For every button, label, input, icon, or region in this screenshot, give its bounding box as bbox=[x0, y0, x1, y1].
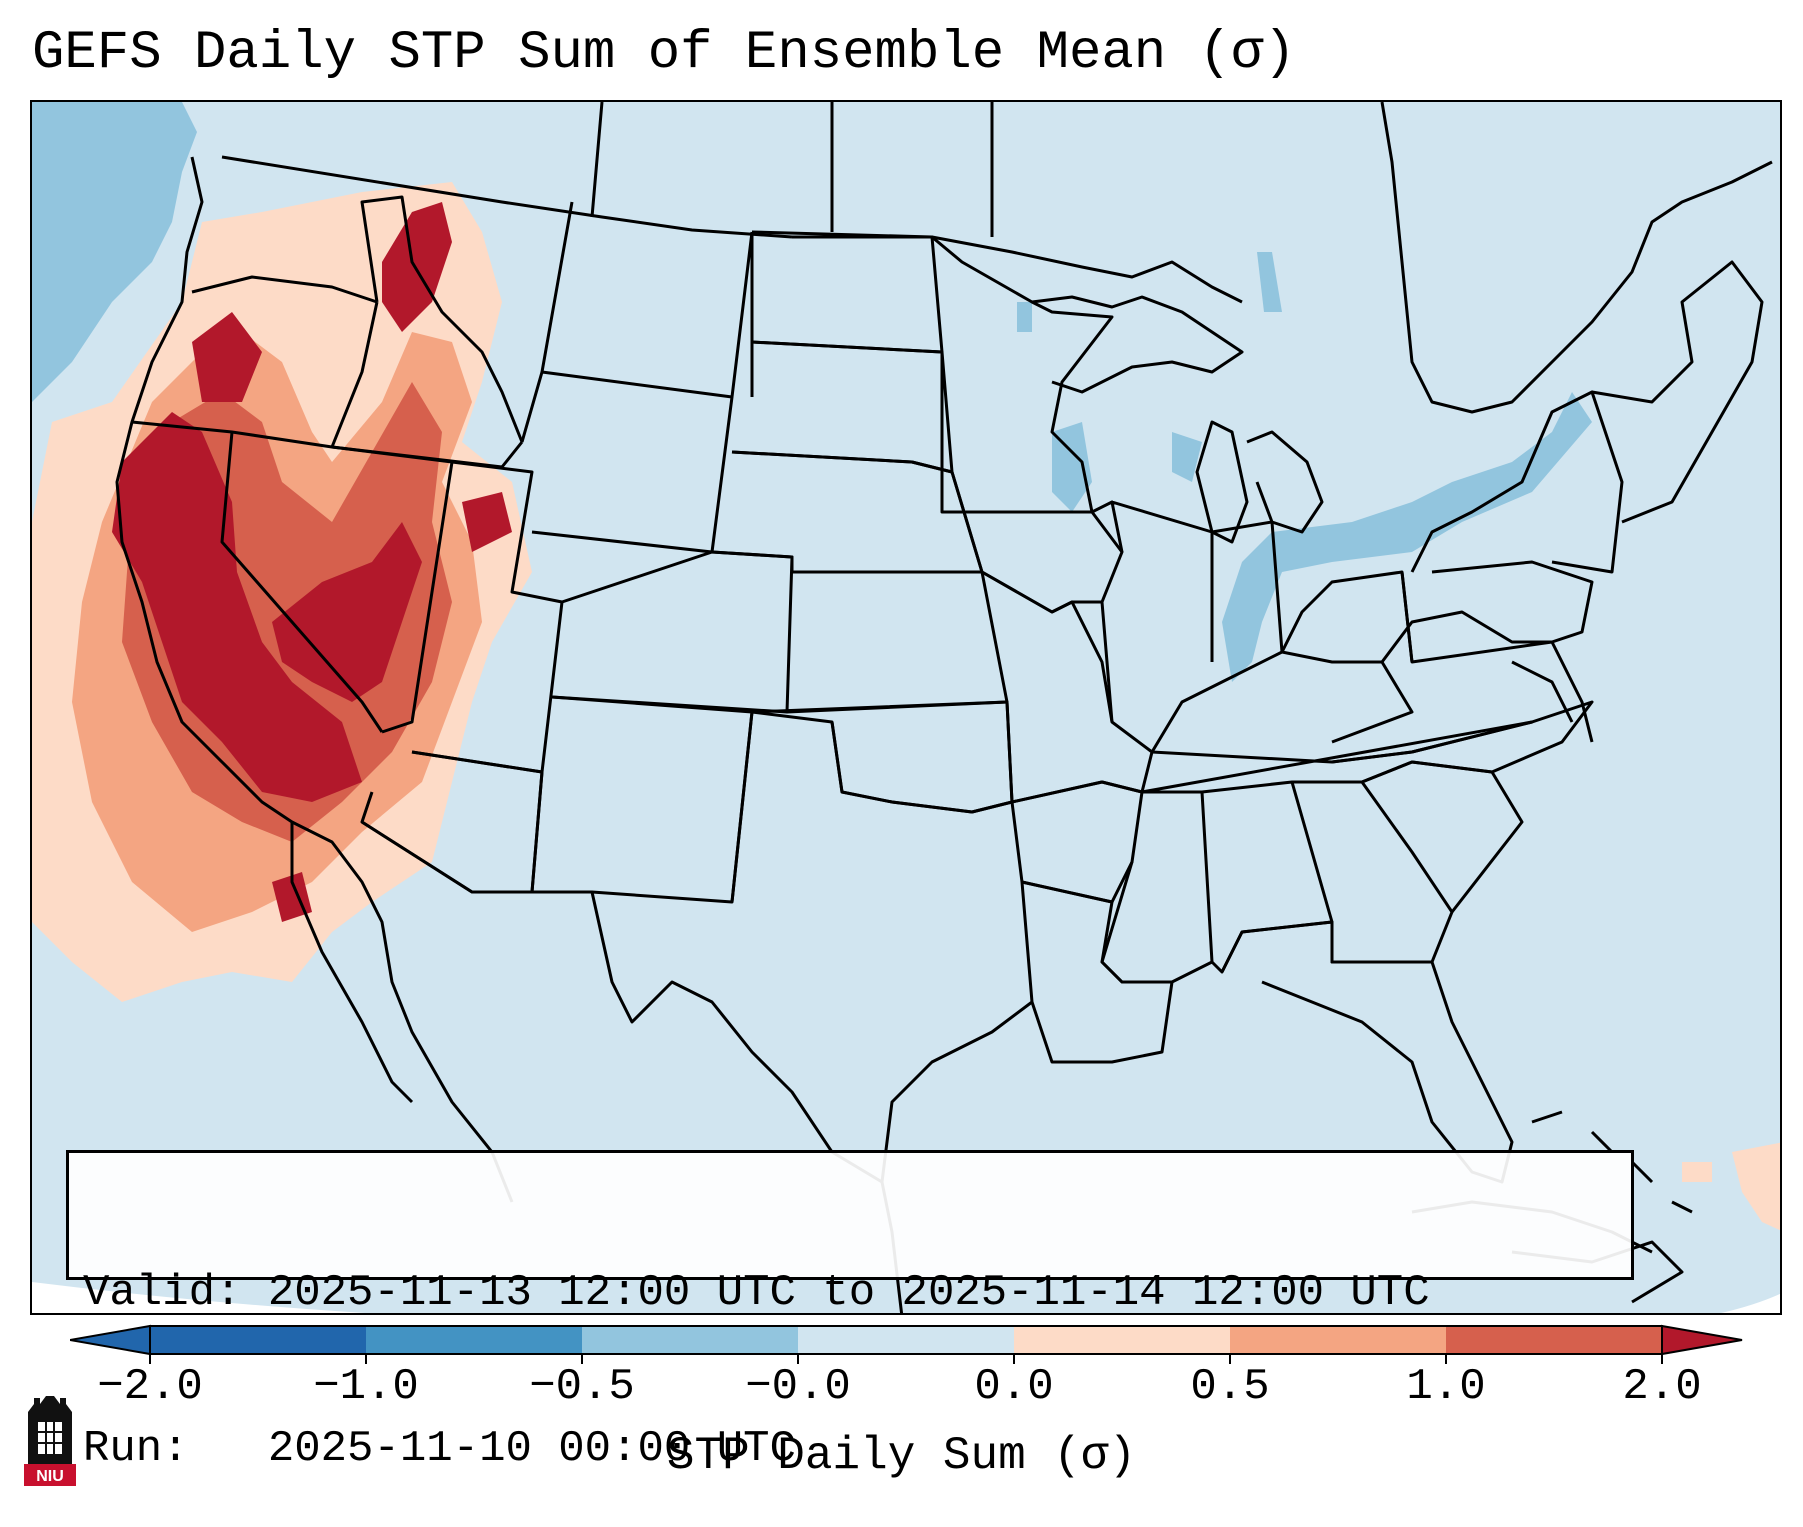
boundary-lines bbox=[115, 102, 1773, 1313]
lake-michigan bbox=[1195, 420, 1249, 544]
nv-ca-border bbox=[220, 431, 384, 733]
illinois-border bbox=[1091, 500, 1284, 723]
baja-peninsula bbox=[290, 822, 414, 1104]
quebec-border bbox=[1380, 102, 1773, 414]
map-title: GEFS Daily STP Sum of Ensemble Mean (σ) bbox=[32, 23, 1296, 84]
run-time-line: Run: 2025-11-10 00:00 UTC bbox=[83, 1424, 796, 1474]
negative-patch-superior bbox=[1017, 302, 1032, 332]
florida-border bbox=[1220, 920, 1514, 1184]
idaho-mt-border bbox=[360, 195, 524, 443]
negative-patch-ny-pa bbox=[1222, 392, 1592, 682]
logo-banner bbox=[24, 1464, 76, 1486]
colorbar-segment-4 bbox=[798, 1326, 1014, 1354]
mid-atlantic-border bbox=[1511, 641, 1594, 743]
new-england-border bbox=[1591, 260, 1764, 524]
hazard-level-2-utah bbox=[462, 492, 512, 552]
negative-patch-quebec bbox=[1257, 252, 1282, 312]
montana-border bbox=[540, 201, 754, 398]
colorbar bbox=[70, 1324, 1743, 1364]
gulf-stream-patch bbox=[1682, 1162, 1712, 1182]
colorbar-segment-1 bbox=[150, 1326, 366, 1354]
logo-window-grid bbox=[38, 1422, 62, 1454]
kentucky-border bbox=[1150, 650, 1414, 753]
colorbar-extend-low bbox=[70, 1324, 151, 1356]
logo-text: NIU bbox=[36, 1468, 64, 1485]
idaho-border bbox=[330, 301, 524, 469]
negative-patch-michigan-2 bbox=[1172, 432, 1202, 482]
colorbar-outline bbox=[149, 1325, 1663, 1355]
virginia-border bbox=[1380, 610, 1552, 663]
texas-border bbox=[590, 710, 1034, 1184]
wa-or-border bbox=[191, 275, 378, 304]
pennsylvania-border bbox=[1400, 560, 1594, 664]
bahamas-islands bbox=[1531, 1110, 1693, 1214]
east-negative-patches bbox=[1017, 252, 1592, 682]
validity-info-box: Valid: 2025-11-13 12:00 UTC to 2025-11-1… bbox=[66, 1150, 1634, 1474]
colorado-border bbox=[551, 550, 794, 714]
colorbar-tick-label: 0.0 bbox=[974, 1362, 1054, 1412]
colorbar-extend-high bbox=[1661, 1324, 1743, 1356]
colorbar-segment-6 bbox=[1230, 1326, 1446, 1354]
us-mexico-border bbox=[361, 820, 592, 894]
canada-provinces bbox=[590, 102, 994, 237]
colorbar-tick-label: −1.0 bbox=[313, 1362, 419, 1412]
hazard-level-2-nevada bbox=[272, 522, 422, 702]
colorbar-tick-label: 1.0 bbox=[1406, 1362, 1486, 1412]
colorbar-tick-label: −0.5 bbox=[529, 1362, 635, 1412]
colorbar-segment-5 bbox=[1014, 1326, 1230, 1354]
map-canvas bbox=[32, 102, 1780, 1313]
colorbar-tick-label: −2.0 bbox=[97, 1362, 203, 1412]
hazard-level-2-baja bbox=[272, 872, 312, 922]
new-york-border bbox=[1410, 390, 1624, 574]
west-hazard-field bbox=[32, 182, 532, 1002]
canada-border-mid bbox=[792, 235, 1243, 304]
colorbar-segment-3 bbox=[582, 1326, 798, 1354]
canada-border-west bbox=[221, 155, 793, 239]
colorbar-segment-7 bbox=[1446, 1326, 1662, 1354]
tennessee-border bbox=[1141, 720, 1534, 794]
out-of-domain-area-right bbox=[1720, 1293, 1780, 1313]
pacific-coastline bbox=[115, 156, 514, 1203]
colorbar-label: STP Daily Sum (σ) bbox=[666, 1430, 1137, 1482]
hazard-level-2-california bbox=[112, 412, 362, 802]
valid-time-line: Valid: 2025-11-13 12:00 UTC to 2025-11-1… bbox=[83, 1268, 1430, 1318]
colorbar-tick-label: 0.5 bbox=[1190, 1362, 1270, 1412]
niu-logo: NIU bbox=[24, 1396, 76, 1486]
negative-patch-michigan bbox=[1052, 422, 1092, 512]
hazard-level-2-oregon bbox=[192, 312, 262, 402]
nv-ut-border bbox=[331, 445, 454, 734]
hazard-level-2-idaho bbox=[382, 202, 452, 332]
out-of-domain-area bbox=[32, 1282, 366, 1313]
map-panel bbox=[30, 100, 1782, 1315]
pacific-negative-region bbox=[32, 102, 197, 402]
logo-window bbox=[38, 1422, 62, 1454]
colorbar-ticks bbox=[149, 1354, 1663, 1364]
lake-superior-shore bbox=[1031, 295, 1244, 394]
caribbean-positive-patch bbox=[1732, 1142, 1780, 1231]
colorbar-segment-2 bbox=[366, 1326, 582, 1354]
colorbar-tick-label: 2.0 bbox=[1622, 1362, 1702, 1412]
michigan-lower bbox=[1246, 430, 1324, 534]
colorbar-tick-label: −0.0 bbox=[745, 1362, 851, 1412]
